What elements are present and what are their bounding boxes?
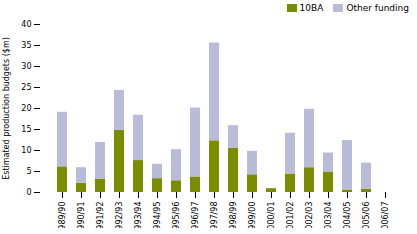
svg-text:2001/02: 2001/02 [286, 202, 295, 229]
svg-text:35: 35 [21, 41, 31, 50]
svg-text:10: 10 [21, 146, 31, 155]
svg-text:2004/05: 2004/05 [343, 202, 352, 229]
svg-text:2003/04: 2003/04 [324, 202, 333, 229]
svg-text:1998/99: 1998/99 [229, 202, 238, 229]
svg-text:Estimated production budgets (: Estimated production budgets ($m) [2, 37, 11, 180]
svg-text:1999/00: 1999/00 [248, 202, 257, 229]
svg-text:1992/93: 1992/93 [115, 202, 124, 229]
svg-text:1996/97: 1996/97 [191, 202, 200, 229]
html-text:Other funding: Other funding [346, 3, 409, 13]
svg-text:40: 40 [21, 20, 31, 29]
svg-text:5: 5 [26, 167, 31, 176]
svg-text:2006/07: 2006/07 [381, 202, 390, 229]
svg-text:1990/91: 1990/91 [77, 202, 86, 229]
svg-text:15: 15 [21, 125, 31, 134]
svg-text:25: 25 [21, 83, 31, 92]
html-text:10BA: 10BA [299, 3, 324, 13]
svg-text:1994/95: 1994/95 [153, 202, 162, 229]
svg-text:1991/92: 1991/92 [96, 202, 105, 229]
svg-text:1995/96: 1995/96 [172, 202, 181, 229]
svg-text:1993/94: 1993/94 [134, 202, 143, 229]
svg-text:2000/01: 2000/01 [267, 202, 276, 229]
svg-text:2005/06: 2005/06 [362, 202, 371, 229]
svg-text:1989/90: 1989/90 [58, 202, 67, 229]
svg-text:20: 20 [21, 104, 31, 113]
svg-text:30: 30 [21, 62, 31, 71]
svg-text:0: 0 [26, 188, 31, 197]
svg-text:1997/98: 1997/98 [210, 202, 219, 229]
svg-text:2002/03: 2002/03 [305, 202, 314, 229]
